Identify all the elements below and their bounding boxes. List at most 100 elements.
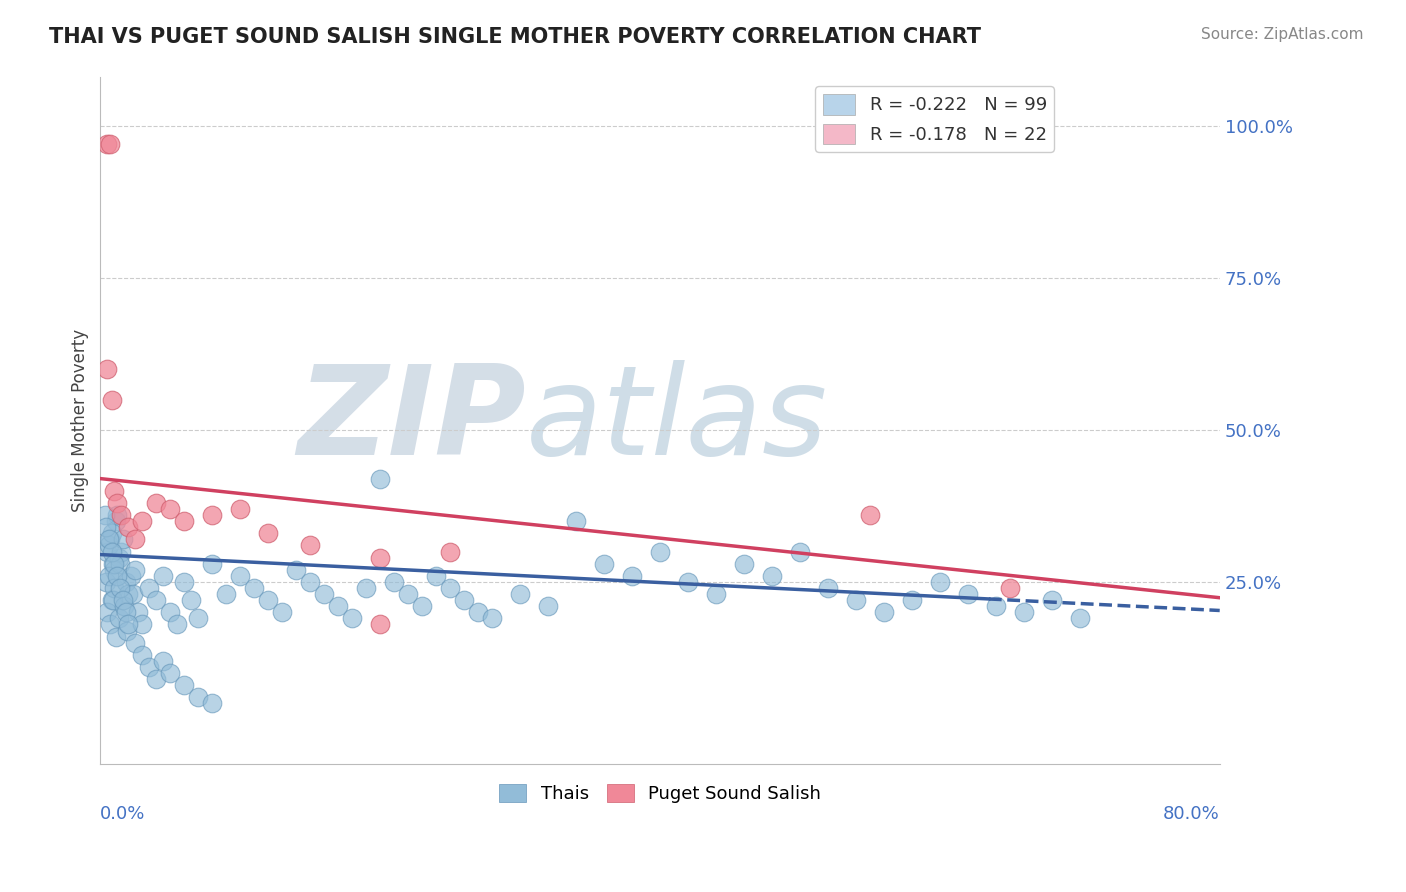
Point <box>439 581 461 595</box>
Point <box>138 581 160 595</box>
Point <box>201 697 224 711</box>
Point <box>271 605 294 619</box>
Point <box>110 544 132 558</box>
Point <box>733 557 755 571</box>
Point <box>96 362 118 376</box>
Point <box>299 574 322 589</box>
Point <box>285 563 308 577</box>
Point <box>859 508 882 522</box>
Point <box>257 526 280 541</box>
Point <box>124 533 146 547</box>
Point <box>93 508 115 522</box>
Point <box>97 569 120 583</box>
Point <box>101 593 124 607</box>
Legend: Thais, Puget Sound Salish: Thais, Puget Sound Salish <box>492 776 828 810</box>
Point <box>328 599 350 614</box>
Point <box>257 593 280 607</box>
Point <box>676 574 699 589</box>
Point <box>159 502 181 516</box>
Point <box>117 587 139 601</box>
Point <box>103 483 125 498</box>
Point <box>96 544 118 558</box>
Point <box>114 605 136 619</box>
Point <box>107 611 129 625</box>
Point <box>411 599 433 614</box>
Text: 80.0%: 80.0% <box>1163 805 1220 823</box>
Point <box>396 587 419 601</box>
Point <box>201 557 224 571</box>
Point <box>299 538 322 552</box>
Point <box>138 660 160 674</box>
Point <box>145 496 167 510</box>
Point <box>159 666 181 681</box>
Point <box>131 617 153 632</box>
Point <box>103 563 125 577</box>
Point <box>145 593 167 607</box>
Point <box>467 605 489 619</box>
Point <box>101 557 124 571</box>
Point <box>453 593 475 607</box>
Point <box>94 574 117 589</box>
Point <box>104 630 127 644</box>
Point <box>368 472 391 486</box>
Point <box>565 514 588 528</box>
Point <box>100 593 122 607</box>
Point <box>159 605 181 619</box>
Text: ZIP: ZIP <box>297 360 526 482</box>
Point <box>817 581 839 595</box>
Point <box>105 508 128 522</box>
Point <box>166 617 188 632</box>
Point <box>1012 605 1035 619</box>
Point <box>108 557 131 571</box>
Point <box>621 569 644 583</box>
Text: 0.0%: 0.0% <box>100 805 146 823</box>
Point <box>98 617 121 632</box>
Point <box>105 496 128 510</box>
Point <box>187 690 209 705</box>
Point <box>481 611 503 625</box>
Point <box>145 672 167 686</box>
Point <box>845 593 868 607</box>
Point <box>439 544 461 558</box>
Point <box>928 574 950 589</box>
Point <box>314 587 336 601</box>
Point <box>789 544 811 558</box>
Point <box>173 678 195 692</box>
Point <box>131 514 153 528</box>
Point <box>173 514 195 528</box>
Point <box>229 502 252 516</box>
Point <box>215 587 238 601</box>
Point <box>96 605 118 619</box>
Y-axis label: Single Mother Poverty: Single Mother Poverty <box>72 329 89 512</box>
Point <box>110 508 132 522</box>
Point <box>152 569 174 583</box>
Point <box>104 514 127 528</box>
Point <box>96 137 118 152</box>
Point <box>111 593 134 607</box>
Point <box>98 533 121 547</box>
Point <box>382 574 405 589</box>
Point <box>354 581 377 595</box>
Point <box>229 569 252 583</box>
Point <box>103 557 125 571</box>
Point <box>509 587 531 601</box>
Point <box>117 520 139 534</box>
Point <box>103 581 125 595</box>
Point <box>100 526 122 541</box>
Point <box>1040 593 1063 607</box>
Point <box>111 533 134 547</box>
Point <box>243 581 266 595</box>
Point <box>120 569 142 583</box>
Point <box>998 581 1021 595</box>
Point <box>180 593 202 607</box>
Point <box>105 569 128 583</box>
Point <box>956 587 979 601</box>
Point <box>901 593 924 607</box>
Point <box>593 557 616 571</box>
Point <box>124 563 146 577</box>
Point <box>127 605 149 619</box>
Point <box>107 550 129 565</box>
Point <box>97 533 120 547</box>
Point <box>100 544 122 558</box>
Point <box>108 581 131 595</box>
